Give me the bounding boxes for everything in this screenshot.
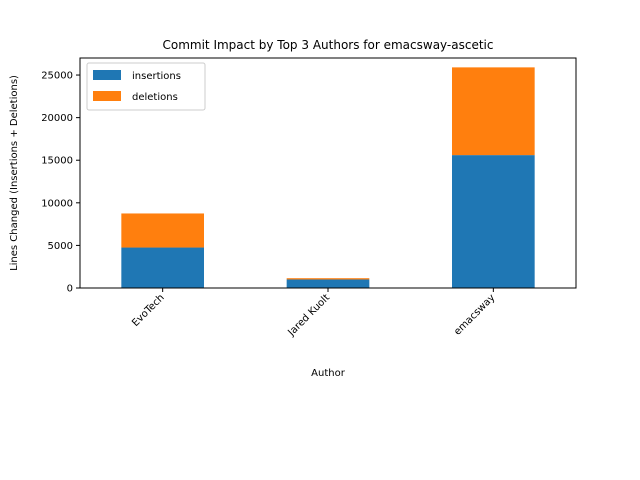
bar-deletions-jared-kuolt: [286, 278, 370, 280]
bar-deletions-emacsway: [452, 67, 535, 156]
bar-insertions-jared-kuolt: [286, 279, 370, 288]
y-tick-label: 10000: [41, 198, 73, 209]
x-tick-label: EvoTech: [130, 292, 167, 329]
chart-title: Commit Impact by Top 3 Authors for emacs…: [163, 38, 494, 52]
bar-deletions-evotech: [121, 213, 204, 248]
legend-label-deletions: deletions: [132, 92, 178, 103]
legend-label-insertions: insertions: [132, 71, 181, 82]
legend: insertions deletions: [86, 62, 206, 111]
bar-insertions-emacsway: [452, 155, 535, 288]
bar-insertions-evotech: [121, 247, 204, 288]
x-axis-label: Author: [311, 368, 346, 379]
legend-swatch-deletions: [93, 91, 121, 101]
x-tick-label: Jared Kuolt: [286, 292, 333, 339]
bars-group: [121, 67, 535, 288]
y-axis: 0 5000 10000 15000 20000 25000: [41, 71, 80, 295]
legend-swatch-insertions: [93, 70, 121, 80]
y-tick-label: 20000: [41, 113, 73, 124]
y-axis-label: Lines Changed (Insertions + Deletions): [9, 75, 20, 271]
y-tick-label: 25000: [41, 71, 73, 82]
x-tick-label: emacsway: [452, 292, 497, 337]
y-tick-label: 15000: [41, 156, 73, 167]
x-axis: EvoTech Jared Kuolt emacsway: [130, 288, 498, 339]
y-tick-label: 5000: [48, 241, 73, 252]
y-tick-label: 0: [67, 284, 73, 295]
